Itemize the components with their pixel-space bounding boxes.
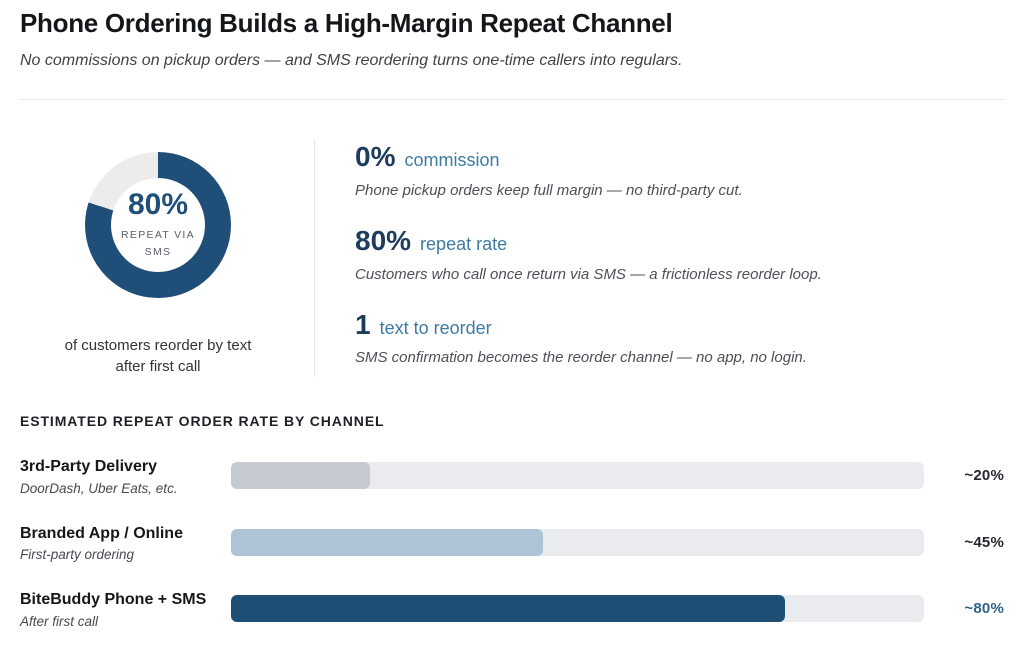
channel-subtitle: First-party ordering (20, 547, 135, 563)
stat-value: 80% (355, 224, 412, 256)
donut-label: REPEAT VIA SMS (121, 227, 195, 260)
stat-value: 0% (355, 141, 396, 172)
channel-value: ~20% (964, 467, 1004, 485)
bar-fill (231, 528, 543, 556)
channel-row-branded-app: Branded App / Online First-party orderin… (20, 523, 1004, 563)
channel-subtitle: DoorDash, Uber Eats, etc. (20, 480, 178, 496)
channel-subtitle: After first call (20, 613, 99, 629)
stat-repeat-rate: 80% repeat rate Customers who call once … (355, 224, 1004, 283)
channels-heading: ESTIMATED REPEAT ORDER RATE BY CHANNEL (20, 413, 385, 429)
stat-head: 0% commission (355, 141, 1004, 173)
stat-description: SMS confirmation becomes the reorder cha… (355, 349, 807, 367)
bar-track (231, 528, 924, 556)
channel-name: Branded App / Online (20, 524, 183, 542)
bar-track (231, 462, 924, 490)
channel-label: Branded App / Online First-party orderin… (20, 523, 231, 563)
stat-commission: 0% commission Phone pickup orders keep f… (355, 141, 1004, 199)
stat-label: text to reorder (379, 317, 492, 338)
donut-label-line2: SMS (144, 245, 172, 258)
stat-head: 1 text to reorder (355, 308, 1004, 341)
stat-head: 80% repeat rate (355, 224, 1004, 257)
channels-section: ESTIMATED REPEAT ORDER RATE BY CHANNEL 3… (20, 413, 1004, 629)
stats-column: 0% commission Phone pickup orders keep f… (314, 140, 1004, 377)
channel-value: ~80% (964, 600, 1004, 618)
donut-caption: of customers reorder by text after first… (64, 337, 252, 375)
channel-label: BiteBuddy Phone + SMS After first call (20, 589, 231, 629)
bar-track (231, 595, 924, 623)
channel-value: ~45% (964, 533, 1004, 551)
page-subtitle: No commissions on pickup orders — and SM… (20, 52, 683, 69)
channel-name: BiteBuddy Phone + SMS (20, 591, 207, 609)
channel-name: 3rd-Party Delivery (20, 458, 157, 475)
hero-section: 80% REPEAT VIA SMS of customers reorder … (20, 140, 1004, 377)
donut-value: 80% (127, 188, 189, 222)
donut-chart: 80% REPEAT VIA SMS (85, 152, 231, 298)
page-title: Phone Ordering Builds a High-Margin Repe… (20, 8, 673, 38)
donut-center: 80% REPEAT VIA SMS (111, 178, 205, 272)
bar-fill (231, 595, 786, 623)
stat-label: repeat rate (420, 233, 508, 254)
stat-text-to-reorder: 1 text to reorder SMS confirmation becom… (355, 308, 1004, 367)
stat-description: Phone pickup orders keep full margin — n… (355, 181, 743, 199)
channel-row-bitebuddy-phone-sms: BiteBuddy Phone + SMS After first call ~… (20, 589, 1004, 629)
donut-column: 80% REPEAT VIA SMS of customers reorder … (20, 140, 296, 377)
donut-label-line1: REPEAT VIA (121, 229, 195, 242)
header-divider (20, 99, 1004, 100)
channel-label: 3rd-Party Delivery DoorDash, Uber Eats, … (20, 456, 231, 496)
stat-description: Customers who call once return via SMS —… (355, 265, 822, 283)
stat-label: commission (404, 150, 500, 170)
stat-value: 1 (355, 308, 371, 340)
slide: Phone Ordering Builds a High-Margin Repe… (20, 8, 1004, 629)
bar-fill (231, 462, 370, 490)
channel-row-3rd-party: 3rd-Party Delivery DoorDash, Uber Eats, … (20, 456, 1004, 496)
